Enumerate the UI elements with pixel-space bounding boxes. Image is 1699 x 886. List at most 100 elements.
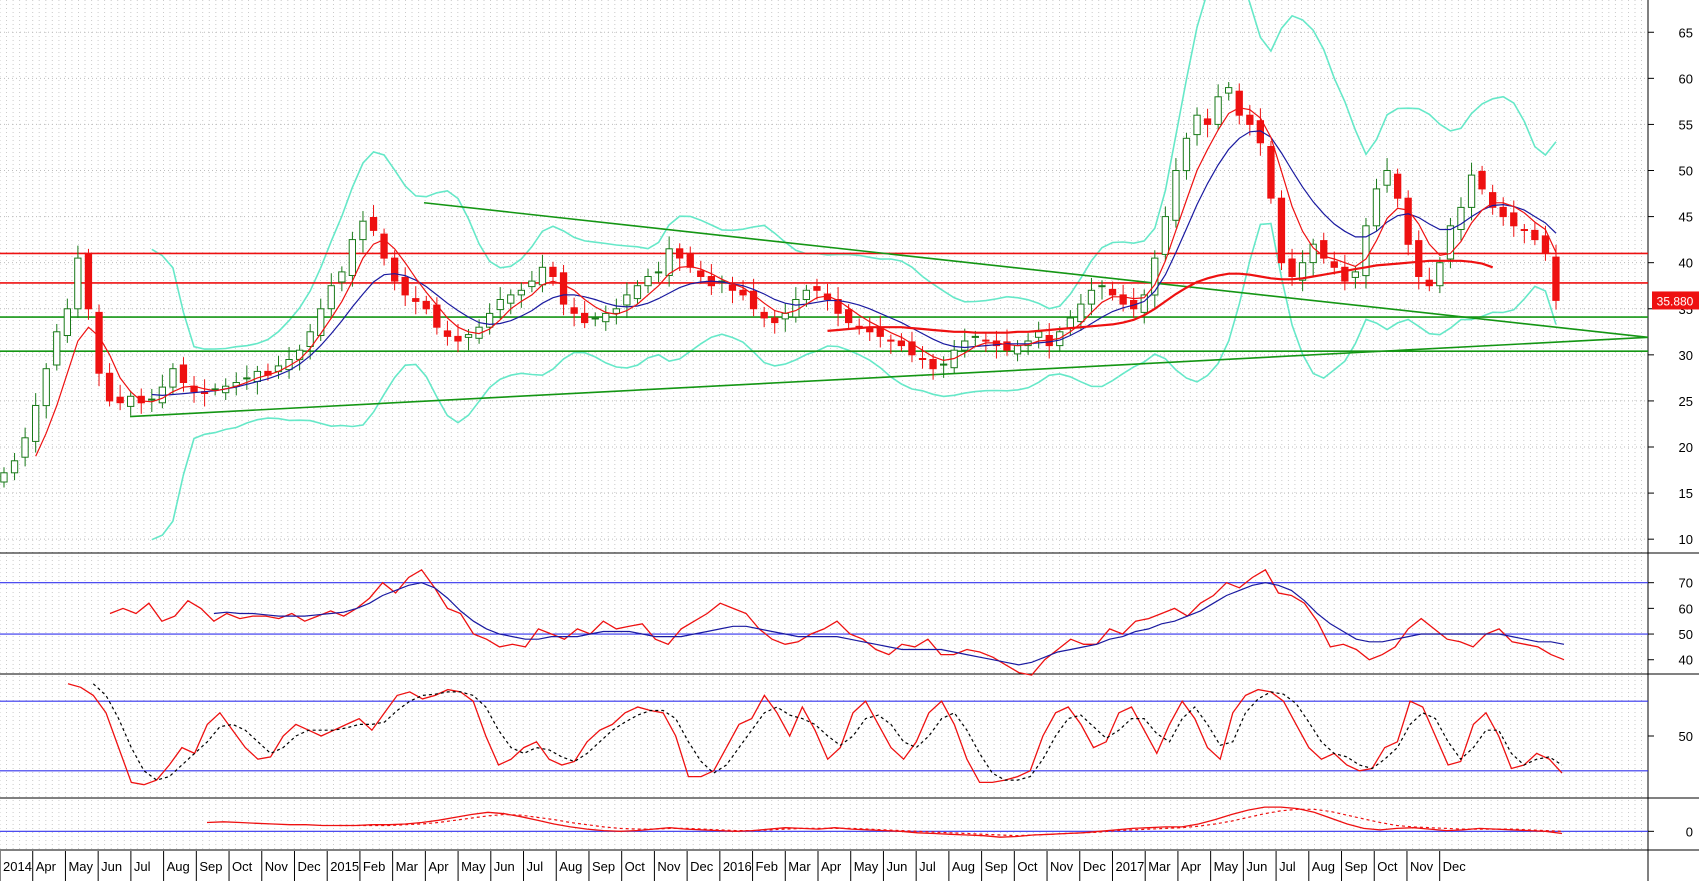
candle-body bbox=[1182, 137, 1191, 172]
candle-body bbox=[697, 270, 705, 277]
candle-body bbox=[1341, 266, 1349, 282]
bollinger-lower-band bbox=[151, 222, 1557, 541]
month-label: Oct bbox=[1377, 859, 1398, 874]
month-label: Oct bbox=[232, 859, 253, 874]
month-label: Jul bbox=[1279, 859, 1296, 874]
candle-body bbox=[63, 308, 71, 336]
month-label: Nov bbox=[1410, 859, 1434, 874]
candle-body bbox=[1309, 243, 1317, 264]
candle-body bbox=[296, 349, 304, 360]
candle-body bbox=[116, 396, 124, 404]
rsi-tick-label: 60 bbox=[1679, 601, 1693, 616]
candle-body bbox=[1457, 206, 1465, 230]
candle-body bbox=[834, 299, 842, 314]
candle-body bbox=[1161, 216, 1169, 255]
candle-body bbox=[464, 334, 473, 338]
month-label: May bbox=[854, 859, 879, 874]
candle-body bbox=[665, 248, 673, 277]
candle-body bbox=[517, 289, 526, 296]
candle-body bbox=[1235, 90, 1243, 116]
candle-body bbox=[887, 339, 895, 342]
macd-series-1 bbox=[339, 808, 1563, 837]
candle-body bbox=[760, 311, 768, 319]
month-label: Jul bbox=[134, 859, 151, 874]
candle-body bbox=[1467, 174, 1476, 208]
candle-body bbox=[1394, 173, 1402, 199]
candle-body bbox=[1298, 262, 1307, 281]
candle-body bbox=[1362, 225, 1370, 277]
ma-fast-line bbox=[35, 107, 1557, 457]
candle-body bbox=[1193, 114, 1201, 136]
candle-body bbox=[53, 331, 61, 366]
stochastic-tick-label: 50 bbox=[1679, 729, 1693, 744]
candle-body bbox=[496, 299, 504, 311]
month-label: Mar bbox=[396, 859, 419, 874]
candle-body bbox=[253, 370, 261, 382]
candle-body bbox=[1415, 240, 1423, 278]
month-label: Dec bbox=[297, 859, 321, 874]
candle-body bbox=[1330, 261, 1338, 268]
price-tick-label: 15 bbox=[1679, 486, 1693, 501]
month-label: Aug bbox=[559, 859, 582, 874]
candle-body bbox=[243, 377, 251, 380]
candle-body bbox=[792, 299, 800, 318]
candle-body bbox=[1351, 271, 1359, 278]
candle-body bbox=[148, 398, 156, 401]
candle-body bbox=[1267, 146, 1275, 199]
candle-body bbox=[940, 363, 948, 366]
price-tick-label: 25 bbox=[1679, 394, 1693, 409]
month-label: Sep bbox=[985, 859, 1008, 874]
candle-body bbox=[369, 217, 378, 231]
candle-body bbox=[1140, 294, 1148, 313]
candle-body bbox=[549, 266, 557, 277]
month-label: Feb bbox=[363, 859, 385, 874]
month-label: Aug bbox=[952, 859, 975, 874]
candle-body bbox=[1552, 256, 1560, 301]
month-label: Apr bbox=[1181, 859, 1202, 874]
month-label: Sep bbox=[199, 859, 222, 874]
candle-body bbox=[623, 294, 631, 306]
candle-body bbox=[10, 460, 19, 474]
candle-body bbox=[327, 285, 335, 310]
candle-body bbox=[1531, 229, 1539, 241]
month-label: 2014 bbox=[3, 859, 32, 874]
candle-body bbox=[528, 280, 536, 288]
price-tick-label: 45 bbox=[1679, 210, 1693, 225]
candle-body bbox=[644, 276, 652, 287]
month-label: Dec bbox=[690, 859, 714, 874]
candle-body bbox=[845, 309, 853, 324]
month-label: Jun bbox=[886, 859, 907, 874]
candle-body bbox=[1541, 235, 1550, 254]
candle-body bbox=[1425, 279, 1433, 287]
price-tick-label: 65 bbox=[1679, 25, 1693, 40]
candle-body bbox=[507, 294, 515, 304]
month-label: Mar bbox=[1148, 859, 1171, 874]
candle-body bbox=[1372, 188, 1381, 227]
month-label: 2017 bbox=[1115, 859, 1144, 874]
candle-body bbox=[1108, 288, 1117, 296]
candle-body bbox=[918, 358, 927, 360]
candle-body bbox=[581, 312, 589, 324]
candle-body bbox=[802, 289, 811, 300]
candle-body bbox=[1520, 229, 1528, 231]
candle-body bbox=[591, 317, 599, 320]
month-label: Apr bbox=[821, 859, 842, 874]
month-label: Aug bbox=[1312, 859, 1335, 874]
price-tick-label: 20 bbox=[1679, 440, 1693, 455]
candle-body bbox=[1478, 170, 1486, 190]
rsi-tick-label: 40 bbox=[1679, 653, 1693, 668]
price-tick-label: 30 bbox=[1679, 348, 1693, 363]
candle-body bbox=[0, 472, 8, 483]
month-label: Jun bbox=[1246, 859, 1267, 874]
month-label: Dec bbox=[1083, 859, 1107, 874]
trendline bbox=[423, 201, 1649, 339]
candle-body bbox=[380, 233, 388, 259]
bollinger-upper-band bbox=[151, 0, 1557, 350]
candle-body bbox=[1214, 96, 1222, 125]
stochastic-series-0 bbox=[67, 683, 1563, 786]
candle-body bbox=[137, 395, 145, 404]
candle-body bbox=[982, 339, 990, 342]
candle-body bbox=[897, 340, 906, 347]
candle-body bbox=[961, 340, 969, 351]
